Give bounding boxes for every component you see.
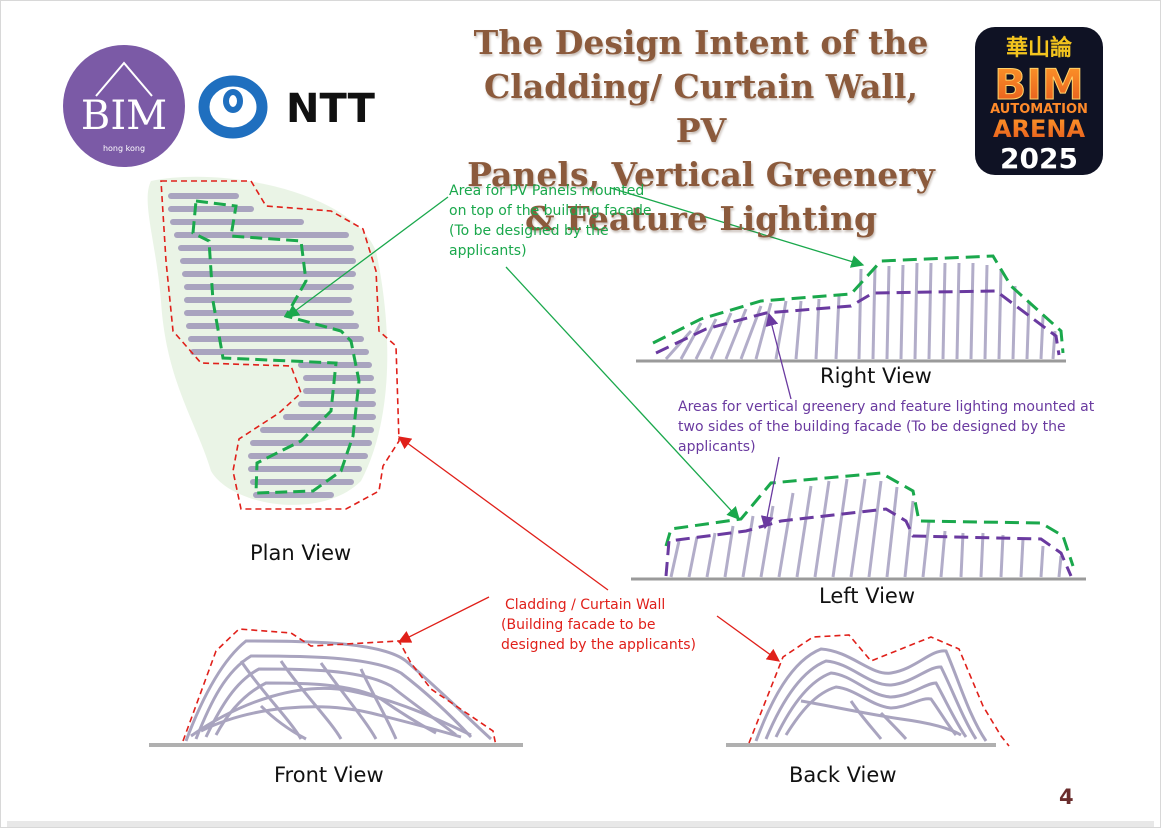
plan-view-label: Plan View [250, 541, 352, 565]
arena-line2: ARENA [993, 115, 1086, 143]
arena-logo: 華山論 BIM AUTOMATION ARENA 2025 [975, 27, 1103, 175]
right-view-drawing [636, 254, 1066, 363]
pv-line-1: Area for PV Panels mounted [449, 183, 645, 199]
back-view-drawing [726, 634, 1010, 747]
greenery-line-3: applicants) [678, 439, 756, 455]
page-number: 4 [1059, 785, 1074, 809]
left-view-label: Left View [819, 584, 916, 608]
front-view-label: Front View [274, 763, 384, 787]
title-line-1: The Design Intent of the [473, 23, 929, 62]
arena-year: 2025 [1000, 142, 1078, 175]
title-line-2: Cladding/ Curtain Wall, PV [484, 67, 918, 150]
arena-top: 華山論 [1006, 35, 1073, 61]
arena-line1: AUTOMATION [990, 102, 1088, 117]
greenery-annotation: Areas for vertical greenery and feature … [678, 397, 1148, 457]
greenery-line-1: Areas for vertical greenery and feature … [678, 399, 1095, 415]
pv-line-3: (To be designed by the [449, 223, 609, 239]
bim-hk-logo: BIM hong kong [63, 45, 185, 167]
pv-line-4: applicants) [449, 243, 527, 259]
right-view-label: Right View [820, 364, 932, 388]
pv-line-2: on top of the building facade [449, 203, 652, 219]
greenery-line-2: two sides of the building facade (To be … [678, 419, 1066, 435]
left-view-drawing [631, 471, 1086, 581]
cladding-line-2: (Building facade to be [501, 617, 656, 633]
ntt-text: NTT [286, 86, 376, 132]
title-line-3: Panels, Vertical Greenery [467, 155, 935, 194]
cladding-annotation: Cladding / Curtain Wall (Building facade… [501, 595, 741, 655]
front-view-drawing [149, 628, 523, 747]
cladding-line-1: Cladding / Curtain Wall [505, 597, 666, 613]
bim-hk-sub: hong kong [103, 144, 145, 153]
ntt-logo: NTT [198, 75, 376, 139]
title-line-4: & Feature Lighting [524, 199, 878, 238]
annotation-arrows [285, 187, 865, 662]
plan-view-drawing [147, 176, 400, 510]
arena-main: BIM [994, 60, 1083, 109]
bim-hk-mark: BIM [81, 93, 167, 139]
slide-title: The Design Intent of the Cladding/ Curta… [456, 21, 946, 241]
back-view-label: Back View [789, 763, 897, 787]
pv-panels-annotation: Area for PV Panels mounted on top of the… [449, 181, 709, 261]
cladding-line-3: designed by the applicants) [501, 637, 696, 653]
